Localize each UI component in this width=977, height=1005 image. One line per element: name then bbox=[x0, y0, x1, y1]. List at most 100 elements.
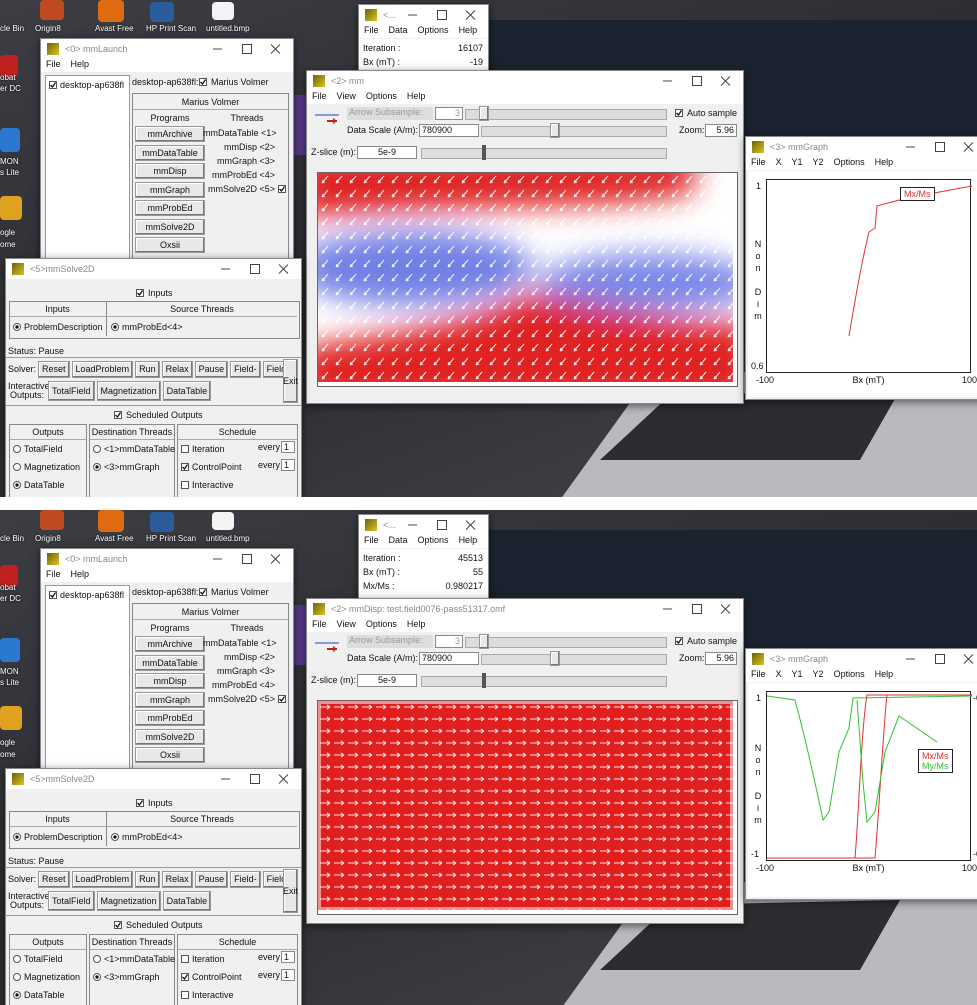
desktop-icon-label[interactable]: er DC bbox=[0, 84, 21, 93]
desktop-icon-label[interactable]: MON bbox=[0, 667, 19, 676]
inputs-toggle[interactable]: Inputs bbox=[148, 798, 173, 808]
output-option[interactable]: Magnetization bbox=[24, 462, 80, 472]
menu-item[interactable]: File bbox=[46, 59, 61, 72]
radio-button[interactable] bbox=[93, 463, 101, 471]
checkbox[interactable] bbox=[49, 81, 57, 89]
desktop-icon-label[interactable]: HP Print Scan bbox=[146, 534, 196, 543]
host-name[interactable]: desktop-ap638fl bbox=[60, 80, 124, 90]
thread-name[interactable]: mmSolve2D <5> bbox=[203, 184, 275, 194]
desktop-icon-label[interactable]: s Lite bbox=[0, 678, 19, 687]
checkbox[interactable] bbox=[278, 185, 286, 193]
data-scale-value[interactable]: 780900 bbox=[419, 652, 479, 665]
slider-thumb[interactable] bbox=[479, 634, 489, 649]
radio-button[interactable] bbox=[93, 445, 101, 453]
program-button[interactable]: mmProbEd bbox=[135, 710, 205, 726]
menu-item[interactable]: File bbox=[751, 157, 766, 170]
solver-button[interactable]: Run bbox=[135, 871, 160, 888]
checkbox[interactable] bbox=[114, 411, 122, 419]
radio-button[interactable] bbox=[13, 955, 21, 963]
radio-button[interactable] bbox=[13, 481, 21, 489]
schedule-option[interactable]: ControlPoint bbox=[192, 972, 242, 982]
menu-item[interactable]: File bbox=[312, 619, 327, 632]
source-name[interactable]: mmProbEd<4> bbox=[122, 832, 183, 842]
input-name[interactable]: ProblemDescription bbox=[24, 832, 103, 842]
destination-option[interactable]: <3>mmGraph bbox=[104, 972, 160, 982]
solver-button[interactable]: Pause bbox=[195, 871, 229, 888]
menu-item[interactable]: Options bbox=[418, 25, 449, 38]
checkbox[interactable] bbox=[136, 799, 144, 807]
thread-name[interactable]: mmDataTable <1> bbox=[203, 638, 275, 648]
solver-button[interactable]: Reset bbox=[38, 871, 70, 888]
source-name[interactable]: mmProbEd<4> bbox=[122, 322, 183, 332]
menu-item[interactable]: X bbox=[776, 669, 782, 682]
zoom-value[interactable]: 5.96 bbox=[705, 652, 737, 665]
desktop-icon-label[interactable]: MON bbox=[0, 157, 19, 166]
solver-button[interactable]: Pause bbox=[195, 361, 229, 378]
solver-button[interactable]: Reset bbox=[38, 361, 70, 378]
menu-item[interactable]: Options bbox=[366, 91, 397, 104]
desktop-icon-label[interactable]: s Lite bbox=[0, 168, 19, 177]
desktop-icon-label[interactable]: ome bbox=[0, 240, 16, 249]
thread-name[interactable]: mmGraph <3> bbox=[203, 666, 275, 676]
menu-item[interactable]: View bbox=[337, 91, 356, 104]
host-name[interactable]: desktop-ap638fl bbox=[60, 590, 124, 600]
menu-item[interactable]: Help bbox=[407, 619, 426, 632]
desktop-icon-label[interactable]: ome bbox=[0, 750, 16, 759]
program-button[interactable]: mmProbEd bbox=[135, 200, 205, 216]
solver-button[interactable]: Run bbox=[135, 361, 160, 378]
desktop-icon-label[interactable]: Avast Free bbox=[95, 24, 134, 33]
radio-button[interactable] bbox=[13, 445, 21, 453]
menu-item[interactable]: Data bbox=[389, 25, 408, 38]
menu-item[interactable]: Help bbox=[459, 535, 478, 548]
checkbox[interactable] bbox=[136, 289, 144, 297]
radio-button[interactable] bbox=[13, 991, 21, 999]
program-button[interactable]: mmDisp bbox=[135, 673, 205, 689]
menu-item[interactable]: Options bbox=[834, 669, 865, 682]
input-name[interactable]: ProblemDescription bbox=[24, 322, 103, 332]
thread-name[interactable]: mmDataTable <1> bbox=[203, 128, 275, 138]
menu-item[interactable]: Help bbox=[875, 669, 894, 682]
inputs-toggle[interactable]: Inputs bbox=[148, 288, 173, 298]
slider-thumb[interactable] bbox=[479, 106, 489, 121]
output-option[interactable]: Magnetization bbox=[24, 972, 80, 982]
auto-sample[interactable]: Auto sample bbox=[687, 108, 737, 118]
arrow-subsample-value[interactable]: 3 bbox=[435, 107, 463, 120]
checkbox[interactable] bbox=[181, 991, 189, 999]
menu-item[interactable]: Options bbox=[834, 157, 865, 170]
thread-name[interactable]: mmSolve2D <5> bbox=[203, 694, 275, 704]
exit-button[interactable]: Exit bbox=[283, 359, 298, 403]
radio-button[interactable] bbox=[13, 463, 21, 471]
checkbox[interactable] bbox=[181, 481, 189, 489]
scheduled-toggle[interactable]: Scheduled Outputs bbox=[126, 410, 203, 420]
radio-button[interactable] bbox=[111, 833, 119, 841]
checkbox[interactable] bbox=[675, 637, 683, 645]
checkbox[interactable] bbox=[49, 591, 57, 599]
menu-item[interactable]: Help bbox=[407, 91, 426, 104]
desktop-icon-label[interactable]: cle Bin bbox=[0, 534, 24, 543]
destination-option[interactable]: <1>mmDataTable bbox=[104, 954, 175, 964]
program-button[interactable]: mmDataTable bbox=[135, 655, 205, 671]
slider-thumb[interactable] bbox=[482, 145, 486, 160]
program-button[interactable]: mmDisp bbox=[135, 163, 205, 179]
desktop-icon-label[interactable]: er DC bbox=[0, 594, 21, 603]
every-value[interactable]: 1 bbox=[281, 969, 295, 981]
desktop-icon-label[interactable]: Origin8 bbox=[35, 534, 61, 543]
slider-thumb[interactable] bbox=[482, 673, 486, 688]
schedule-option[interactable]: Iteration bbox=[192, 444, 225, 454]
radio-button[interactable] bbox=[13, 973, 21, 981]
menu-item[interactable]: File bbox=[751, 669, 766, 682]
desktop-icon-label[interactable]: ogle bbox=[0, 738, 15, 747]
destination-option[interactable]: <1>mmDataTable bbox=[104, 444, 175, 454]
radio-button[interactable] bbox=[93, 955, 101, 963]
scheduled-toggle[interactable]: Scheduled Outputs bbox=[126, 920, 203, 930]
destination-option[interactable]: <3>mmGraph bbox=[104, 462, 160, 472]
radio-button[interactable] bbox=[93, 973, 101, 981]
menu-item[interactable]: Y2 bbox=[813, 669, 824, 682]
menu-item[interactable]: Help bbox=[71, 569, 90, 582]
output-option[interactable]: DataTable bbox=[24, 990, 65, 1000]
output-button[interactable]: TotalField bbox=[48, 381, 95, 401]
checkbox[interactable] bbox=[114, 921, 122, 929]
every-value[interactable]: 1 bbox=[281, 459, 295, 471]
arrow-subsample-value[interactable]: 3 bbox=[435, 635, 463, 648]
program-button[interactable]: Oxsii bbox=[135, 747, 205, 763]
